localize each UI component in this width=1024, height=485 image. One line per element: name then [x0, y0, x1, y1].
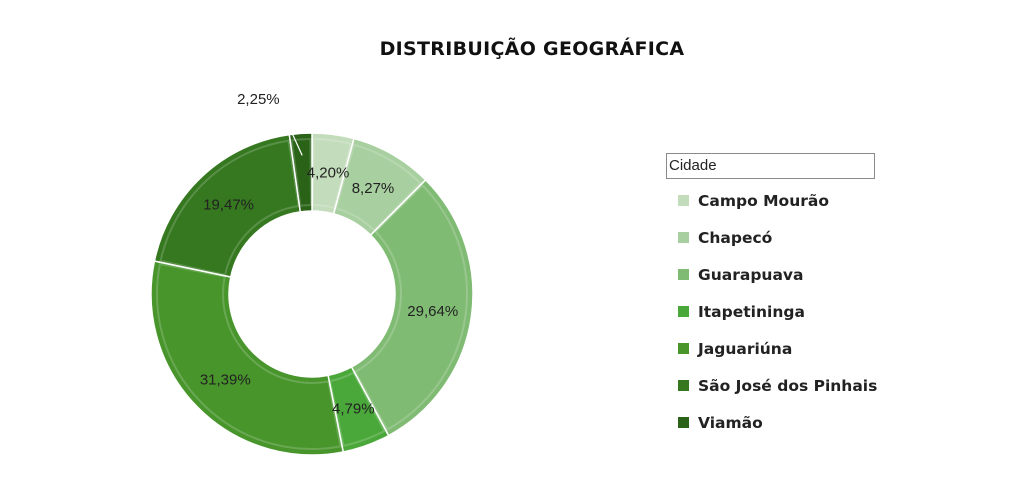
donut-chart: 4,20%8,27% 29,64% 4,79% 31,39% 19,47% 2,25% — [150, 91, 474, 456]
slice-sao-jose-dos-pinhais — [153, 133, 302, 278]
data-label-itapetininga: 4,79% — [332, 400, 375, 417]
slice-bevel-sao-jose-dos-pinhais — [159, 139, 300, 277]
legend-swatch-chapeco — [678, 232, 689, 243]
legend-item-jaguariuna: Jaguariúna — [666, 330, 877, 367]
chart-title: DISTRIBUIÇÃO GEOGRÁFICA — [379, 38, 685, 60]
legend-label-guarapuava: Guarapuava — [698, 265, 804, 284]
legend-item-campo-mourao: Campo Mourão — [666, 182, 877, 219]
slice-viamao — [288, 132, 313, 213]
legend-item-guarapuava: Guarapuava — [666, 256, 877, 293]
data-label-campo-mourao: 4,20% — [307, 165, 350, 182]
data-labels: 4,20%8,27% 29,64% 4,79% 31,39% 19,47% 2,25% — [200, 91, 458, 417]
leader-line-viamao — [279, 107, 303, 156]
legend: Cidade Campo Mourão Chapecó Guarapuava Itap… — [666, 153, 877, 441]
slice-bevel-campo-mourao — [311, 137, 353, 210]
legend-item-itapetininga: Itapetininga — [666, 293, 877, 330]
data-label-guarapuava: 29,64% — [407, 303, 458, 320]
data-label-viamao: 2,25% — [237, 91, 280, 108]
legend-item-sao-jose-dos-pinhais: São José dos Pinhais — [666, 367, 877, 404]
legend-swatch-itapetininga — [678, 306, 689, 317]
slice-guarapuava — [350, 178, 474, 437]
legend-label-viamao: Viamão — [698, 413, 763, 432]
slices-group — [150, 132, 474, 456]
legend-item-chapeco: Chapecó — [666, 219, 877, 256]
legend-title: Cidade — [666, 153, 875, 179]
legend-swatch-sao-jose-dos-pinhais — [678, 380, 689, 391]
slice-bevel-chapeco — [334, 143, 422, 232]
legend-label-chapeco: Chapecó — [698, 228, 773, 247]
legend-label-sao-jose-dos-pinhais: São José dos Pinhais — [698, 376, 878, 395]
legend-swatch-jaguariuna — [678, 343, 689, 354]
leader-lines — [279, 107, 303, 156]
slice-bevel-guarapuava — [353, 183, 468, 431]
legend-label-campo-mourao: Campo Mourão — [698, 191, 829, 210]
slice-bevel-viamao — [290, 137, 313, 207]
legend-list: Campo Mourão Chapecó Guarapuava Itapetining… — [666, 182, 877, 441]
slice-bevel-itapetininga — [328, 371, 386, 447]
legend-swatch-campo-mourao — [678, 195, 689, 206]
legend-label-jaguariuna: Jaguariúna — [698, 339, 793, 358]
legend-label-itapetininga: Itapetininga — [698, 302, 805, 321]
data-label-sao-jose-dos-pinhais: 19,47% — [203, 196, 254, 213]
legend-swatch-viamao — [678, 417, 689, 428]
legend-item-viamao: Viamão — [666, 404, 877, 441]
slice-jaguariuna — [150, 260, 345, 456]
slice-bevel-jaguariuna — [156, 262, 342, 450]
data-label-chapeco: 8,27% — [352, 180, 395, 197]
legend-swatch-guarapuava — [678, 269, 689, 280]
data-label-jaguariuna: 31,39% — [200, 371, 251, 388]
